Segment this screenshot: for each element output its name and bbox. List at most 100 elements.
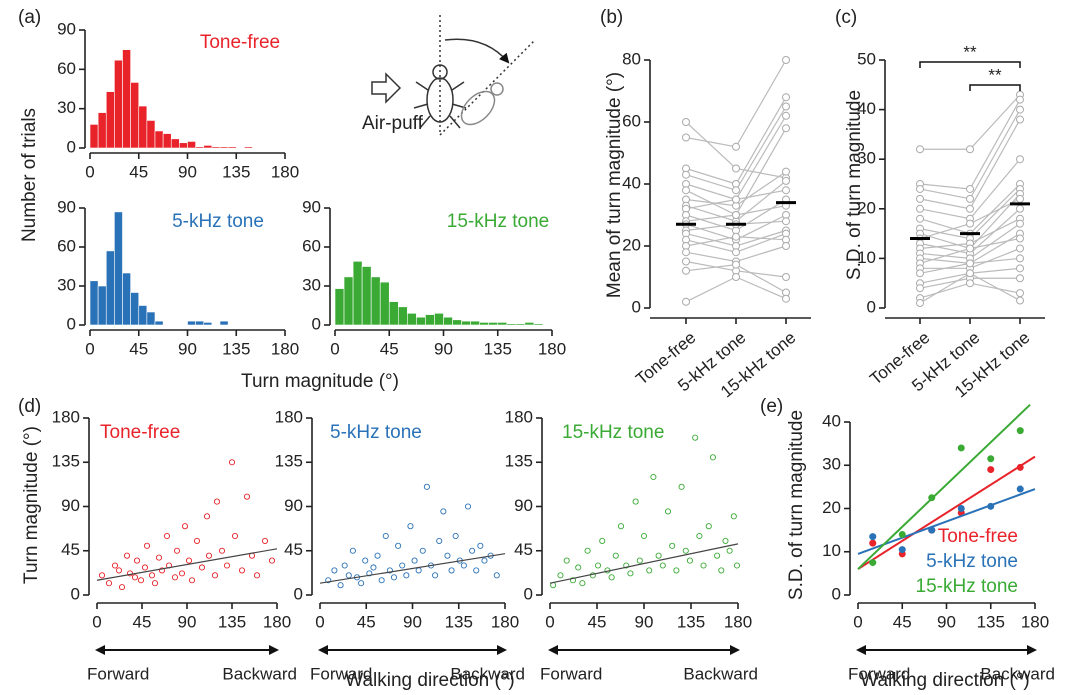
subject-point <box>1016 274 1024 283</box>
point <box>137 577 145 584</box>
x-tick-label: 45 <box>380 339 399 358</box>
point <box>448 567 455 574</box>
y-tick-label: 180 <box>275 407 303 426</box>
y-tick-label: 0 <box>632 297 641 316</box>
subject-point <box>966 184 974 193</box>
bar <box>497 322 508 326</box>
point <box>696 532 703 540</box>
point <box>1016 427 1024 435</box>
point <box>493 572 500 579</box>
bar <box>524 322 535 326</box>
y-tick-label: 30 <box>857 149 876 168</box>
point <box>678 483 685 490</box>
subject-point <box>966 279 974 288</box>
subject-point <box>966 269 974 278</box>
subject-point <box>1016 296 1024 305</box>
subject-point <box>916 269 924 278</box>
subject-point <box>782 93 790 102</box>
point <box>669 542 676 549</box>
point <box>178 570 186 577</box>
point <box>378 577 385 584</box>
y-tick-label: 0 <box>312 314 321 333</box>
point <box>436 537 443 544</box>
x-tick-label: 45 <box>357 612 376 631</box>
subject-point <box>1016 254 1024 263</box>
bar <box>211 146 221 149</box>
bar <box>343 276 354 326</box>
point <box>650 473 657 481</box>
bar <box>146 120 156 149</box>
point <box>370 564 377 571</box>
fit-line <box>96 548 278 581</box>
air-puff-diagram <box>371 15 536 136</box>
y-tick-label: 30 <box>57 98 76 117</box>
bar <box>470 320 480 326</box>
x-axis-label: Walking direction (°) <box>345 670 515 691</box>
x-tick-label: 90 <box>403 612 422 631</box>
point <box>557 572 564 579</box>
point <box>869 539 877 547</box>
subject-point <box>682 170 690 179</box>
point <box>869 533 877 541</box>
subject-point <box>1016 289 1024 298</box>
point <box>151 580 159 587</box>
point <box>231 532 239 540</box>
point <box>640 532 648 540</box>
subject-point <box>966 219 974 228</box>
bar <box>154 320 164 326</box>
x-axis-label: Walking direction (°) <box>860 670 1030 691</box>
y-tick-label: 30 <box>822 455 841 474</box>
point <box>659 562 666 569</box>
point <box>722 537 729 544</box>
x-tick-label: 90 <box>635 612 654 631</box>
subject-point <box>782 217 790 226</box>
point <box>473 567 480 574</box>
point <box>477 542 484 549</box>
x-tick-label: 90 <box>178 162 197 181</box>
y-tick-label: 20 <box>622 235 641 254</box>
point <box>612 552 619 559</box>
point <box>261 537 269 544</box>
bar <box>488 322 499 326</box>
x-axis-label: Turn magnitude (°) <box>241 371 399 392</box>
subject-point <box>1016 105 1024 114</box>
x-tick-label: 135 <box>677 612 705 631</box>
beetle-head <box>432 64 448 80</box>
subject-point <box>1016 264 1024 273</box>
point <box>253 572 261 579</box>
y-tick-label: 50 <box>857 49 876 68</box>
subject-point <box>916 145 924 154</box>
legend-entry: 5-kHz tone <box>926 551 1018 572</box>
x-tick-label: 180 <box>1021 612 1049 631</box>
bar <box>397 306 408 326</box>
bar <box>361 266 372 326</box>
bar <box>130 82 140 149</box>
point <box>957 505 965 512</box>
point <box>163 532 171 540</box>
bar <box>97 112 107 149</box>
point <box>155 554 163 561</box>
point <box>664 508 672 515</box>
panel-label: (d) <box>18 396 41 417</box>
point <box>464 503 472 510</box>
subject-point <box>1016 115 1024 124</box>
subject-point <box>732 273 740 281</box>
point <box>382 532 389 540</box>
y-axis-label: Turn magnitude (°) <box>21 426 42 584</box>
point <box>575 564 582 571</box>
subject-point <box>732 211 740 219</box>
point <box>349 547 356 554</box>
point <box>173 547 181 554</box>
bar <box>154 130 164 149</box>
x-tick-label: 180 <box>271 339 299 358</box>
point <box>366 570 373 577</box>
point <box>331 567 338 574</box>
point <box>341 562 348 569</box>
subject-point <box>732 164 740 173</box>
subject-point <box>782 176 790 185</box>
y-tick-label: 0 <box>71 584 80 603</box>
point <box>115 567 123 574</box>
point <box>733 562 741 569</box>
y-tick-label: 0 <box>832 584 841 603</box>
point <box>390 574 398 581</box>
